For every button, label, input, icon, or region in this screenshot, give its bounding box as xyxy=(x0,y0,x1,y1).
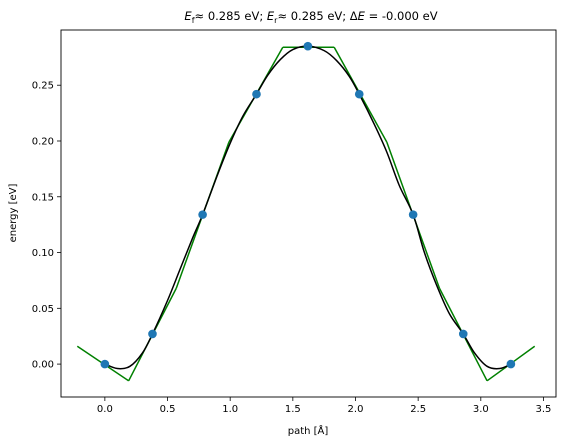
image-points xyxy=(100,41,516,369)
image-point xyxy=(198,210,207,219)
y-tick-label: 0.10 xyxy=(32,248,54,259)
chart-title: Ef≈ 0.285 eV; Er≈ 0.285 eV; ΔE = -0.000 … xyxy=(184,9,437,25)
fit-curve xyxy=(104,45,512,370)
fit-curve-group xyxy=(104,45,512,370)
image-point xyxy=(252,89,261,99)
x-tick-label: 2.5 xyxy=(410,404,426,415)
y-axis-label: energy [eV] xyxy=(8,183,19,242)
x-tick-label: 0.5 xyxy=(160,404,176,415)
title-part: E xyxy=(267,9,275,23)
x-tick-label: 3.5 xyxy=(536,404,552,415)
title-part: ≈ 0.285 eV; Δ xyxy=(277,9,357,23)
y-tick-label: 0.25 xyxy=(32,81,54,92)
x-tick-label: 1.5 xyxy=(285,404,301,415)
x-tick-label: 2.0 xyxy=(348,404,364,415)
title-part: = -0.000 eV xyxy=(365,9,438,23)
y-tick-label: 0.00 xyxy=(32,360,54,371)
x-axis-label: path [Å] xyxy=(288,424,329,437)
image-point xyxy=(303,41,313,51)
y-axis: 0.00 0.05 0.10 0.15 0.20 0.25 xyxy=(32,81,61,371)
x-tick-label: 1.0 xyxy=(222,404,238,415)
title-part: f xyxy=(192,16,195,25)
y-tick-label: 0.20 xyxy=(32,136,54,147)
title-part: E xyxy=(358,9,366,23)
title-part: E xyxy=(184,9,192,23)
image-point xyxy=(354,89,364,99)
image-point xyxy=(506,359,516,369)
x-tick-label: 0.0 xyxy=(97,404,113,415)
x-tick-label: 3.0 xyxy=(473,404,489,415)
y-tick-label: 0.15 xyxy=(32,192,54,203)
image-point xyxy=(408,210,418,219)
image-point xyxy=(458,329,468,339)
image-point xyxy=(100,359,110,369)
plot-frame xyxy=(60,29,557,398)
title-part: ≈ 0.285 eV; xyxy=(195,9,267,23)
x-axis: 0.0 0.5 1.0 1.5 2.0 2.5 3.0 3.5 xyxy=(97,397,552,415)
image-point xyxy=(148,329,157,339)
y-tick-label: 0.05 xyxy=(32,304,54,315)
title-part: r xyxy=(274,16,278,25)
